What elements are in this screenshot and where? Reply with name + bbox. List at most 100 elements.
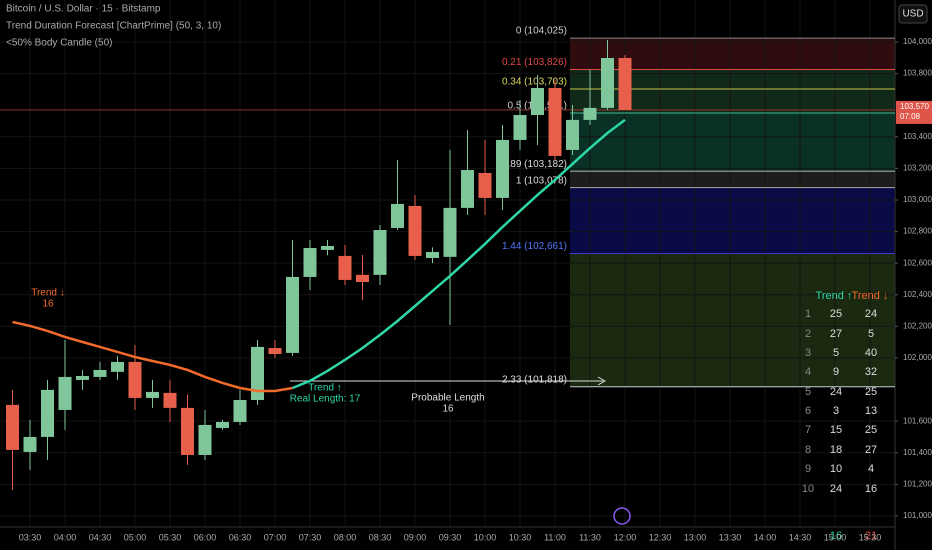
- candle-body: [321, 245, 334, 250]
- table-cell: 25: [865, 386, 877, 398]
- x-tick-label: 04:30: [89, 532, 112, 542]
- fib-label: 2.33 (101,818): [502, 374, 567, 385]
- candle-body: [233, 399, 247, 422]
- candle-body: [41, 389, 54, 437]
- candle-body: [286, 276, 299, 353]
- trend-line: [12, 320, 293, 393]
- fib-label: 1.44 (102,661): [502, 241, 567, 252]
- candle-body: [426, 251, 439, 258]
- table-index: 1: [805, 308, 811, 320]
- table-cell: 40: [865, 347, 877, 359]
- candle-body: [496, 139, 509, 198]
- x-tick-label: 05:30: [159, 532, 182, 542]
- x-tick-label: 07:30: [299, 532, 322, 542]
- x-tick-label: 14:00: [754, 532, 777, 542]
- grid: [0, 0, 895, 527]
- x-tick-label: 04:00: [54, 532, 77, 542]
- candle-body: [111, 361, 124, 372]
- fib-zone: [570, 187, 895, 254]
- y-tick-label: 103,000: [903, 195, 932, 204]
- candle-body: [6, 404, 19, 450]
- annotation: Probable Length: [411, 393, 484, 404]
- x-tick-label: 09:30: [439, 532, 462, 542]
- candle-body: [548, 87, 562, 156]
- table-index: 4: [805, 366, 811, 378]
- candle-body: [303, 248, 317, 277]
- last-price: 103,570: [900, 102, 929, 111]
- annotation: 16: [42, 299, 54, 310]
- candle-body: [513, 115, 527, 140]
- x-tick-label: 11:00: [544, 532, 566, 542]
- y-tick-label: 101,400: [903, 448, 932, 457]
- fib-label: 0 (104,025): [516, 26, 567, 37]
- arrow-head: [597, 376, 607, 386]
- x-tick-label: 08:00: [334, 532, 357, 542]
- currency[interactable]: USD: [902, 9, 923, 20]
- y-tick-label: 102,000: [903, 353, 932, 362]
- table-cell: 25: [865, 424, 877, 436]
- table-cell: 27: [830, 328, 842, 340]
- fib-zone: [570, 253, 895, 387]
- x-tick-label: 11:30: [579, 532, 601, 542]
- x-tick-label: 13:00: [684, 532, 707, 542]
- x-tick-label: 12:30: [649, 532, 672, 542]
- table-cell: 18: [830, 444, 842, 456]
- candle-body: [76, 375, 89, 380]
- fib-label: 0.34 (103,703): [502, 77, 567, 88]
- candle-body: [146, 391, 159, 398]
- fib-zone: [570, 171, 895, 188]
- table-header: Trend ↑: [816, 290, 853, 302]
- table-cell: 24: [865, 308, 877, 320]
- y-tick-label: 102,200: [903, 321, 932, 330]
- table-cell: 10: [830, 463, 842, 475]
- x-tick-label: 05:00: [124, 532, 147, 542]
- y-tick-label: 102,800: [903, 227, 932, 236]
- table-header: Trend ↓: [852, 290, 889, 302]
- table-cell: 4: [868, 463, 874, 475]
- table-cell: 27: [865, 444, 877, 456]
- candle-body: [443, 207, 457, 257]
- last-price-box: [896, 100, 932, 124]
- table-cell: 9: [833, 366, 839, 378]
- y-tick-label: 103,400: [903, 132, 932, 141]
- y-tick-label: 102,400: [903, 290, 932, 299]
- table-total: 16: [830, 530, 842, 542]
- x-tick-label: 15:30: [859, 532, 882, 542]
- currency-button[interactable]: [898, 4, 928, 24]
- x-tick-label: 15:00: [824, 532, 847, 542]
- header: <50% Body Candle (50): [6, 38, 112, 49]
- table-index: 10: [802, 483, 814, 495]
- candle-body: [198, 424, 212, 455]
- candle-body: [93, 369, 107, 377]
- x-tick-label: 03:30: [19, 532, 42, 542]
- table-total: 21: [865, 530, 877, 542]
- table-cell: 5: [833, 347, 839, 359]
- header: Trend Duration Forecast [ChartPrime] (50…: [6, 21, 221, 32]
- table-index: 2: [805, 328, 811, 340]
- trend-line: [292, 118, 626, 390]
- table-cell: 32: [865, 366, 877, 378]
- fib-label: 0.89 (103,182): [502, 159, 567, 170]
- candle-body: [338, 255, 352, 280]
- fib-label: 1 (103,078): [516, 175, 567, 186]
- header: Bitcoin / U.S. Dollar · 15 · Bitstamp: [6, 4, 161, 15]
- x-tick-label: 08:30: [369, 532, 392, 542]
- icon[interactable]: [613, 507, 631, 525]
- table-index: 5: [805, 386, 811, 398]
- candle-body: [128, 361, 142, 398]
- candle-body: [408, 205, 422, 256]
- x-tick-label: 13:30: [719, 532, 742, 542]
- table-cell: 25: [830, 308, 842, 320]
- x-tick-label: 06:30: [229, 532, 252, 542]
- y-tick-label: 102,600: [903, 258, 932, 267]
- candle-body: [181, 407, 194, 455]
- candle-body: [478, 172, 492, 198]
- candle-body: [618, 57, 632, 110]
- fib-label: 0.21 (103,826): [502, 57, 567, 68]
- table-index: 8: [805, 444, 811, 456]
- table-index: 7: [805, 424, 811, 436]
- table-cell: 3: [833, 405, 839, 417]
- fib-zone: [570, 69, 895, 89]
- candle-body: [58, 376, 72, 410]
